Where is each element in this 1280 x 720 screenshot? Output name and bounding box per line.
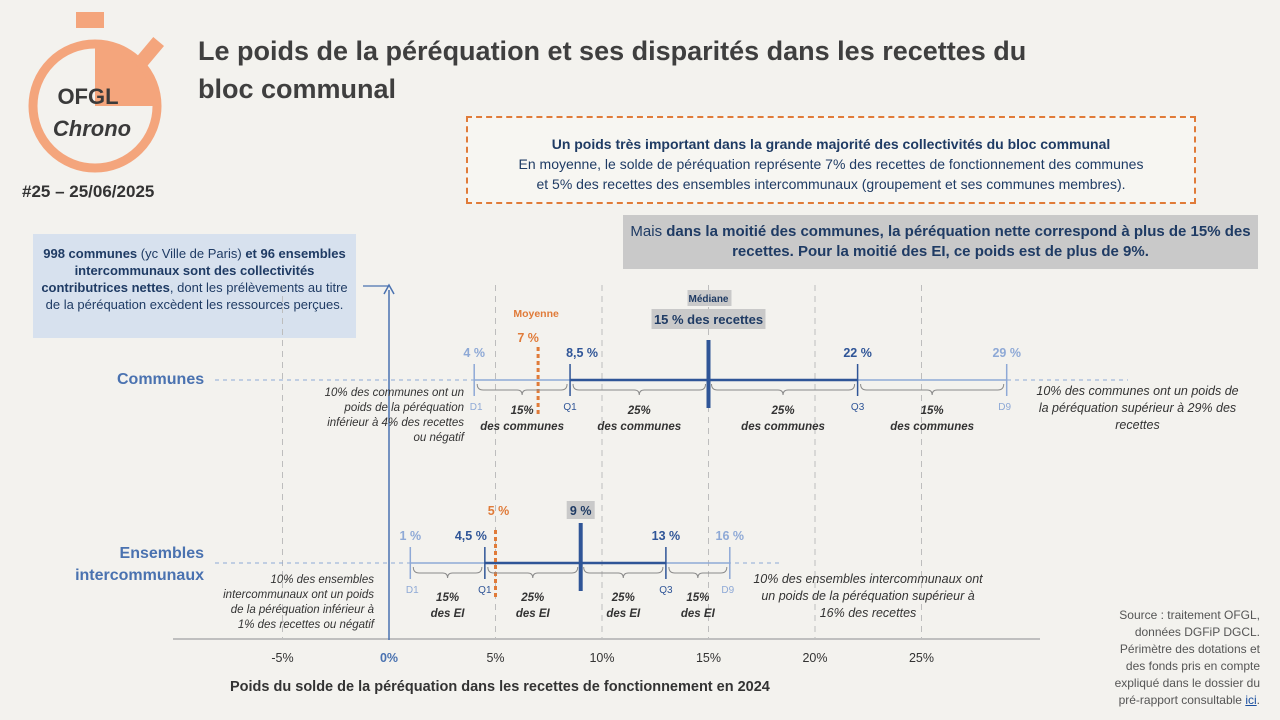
segment-brace: [860, 383, 1005, 396]
segment-label: 15%: [511, 405, 534, 417]
callout-top-line1: En moyenne, le solde de péréquation repr…: [518, 156, 1144, 172]
q3-value-label: 13 %: [652, 529, 681, 543]
median-value-text: 15 % des recettes: [654, 312, 763, 327]
d1-value-label: 1 %: [400, 529, 422, 543]
x-tick-label: 10%: [589, 651, 614, 665]
source-link[interactable]: ici: [1245, 693, 1257, 707]
mean-value-label: 7 %: [517, 331, 539, 345]
note-right-ei: 10% des ensembles intercommunaux ont un …: [753, 572, 983, 620]
source-text: Source : traitement OFGL, données DGFiP …: [1114, 608, 1260, 707]
segment-label: des communes: [480, 421, 564, 433]
mean-value-label: 5 %: [488, 504, 510, 518]
callout-grey-p1: Mais: [630, 223, 667, 240]
quantile-tag: Q1: [563, 402, 577, 413]
quantile-tag: Q3: [851, 402, 865, 413]
segment-brace: [412, 566, 483, 579]
quantile-tag: D9: [998, 402, 1011, 413]
segment-label: 25%: [627, 405, 651, 417]
segment-label: 25%: [520, 592, 544, 604]
x-tick-label: -5%: [271, 651, 293, 665]
callout-blue-b1: 998 communes: [43, 246, 138, 261]
segment-label: des EI: [606, 608, 641, 620]
median-legend-bg: [687, 290, 732, 306]
source-end: .: [1256, 693, 1260, 707]
segment-label: 15%: [686, 592, 709, 604]
segment-brace: [668, 566, 728, 579]
callout-top-heading: Un poids très important dans la grande m…: [551, 136, 1111, 152]
segment-label: des EI: [681, 608, 716, 620]
stopwatch-crown: [76, 12, 104, 28]
row-label-communes: Communes: [117, 371, 205, 388]
callout-top: Un poids très important dans la grande m…: [466, 116, 1196, 204]
note-right-communes: 10% des communes ont un poids de la péré…: [1036, 384, 1239, 432]
logo-line1: OFGL: [57, 84, 118, 109]
callout-blue-t1: (yc Ville de Paris): [137, 246, 246, 261]
segment-label: des EI: [431, 608, 466, 620]
x-tick-label: 0%: [380, 651, 398, 665]
row-label-ei: Ensembles intercommunaux: [75, 545, 204, 584]
d9-value-label: 16 %: [716, 529, 745, 543]
segment-brace: [476, 383, 568, 396]
callout-blue-t2: , dont les prélèvements au titre de la p…: [45, 280, 348, 312]
callout-grey-p2: dans la moitié des communes, la péréquat…: [666, 223, 1251, 260]
segment-label: des communes: [741, 421, 825, 433]
segment-label: 25%: [611, 592, 635, 604]
mean-legend: Moyenne: [513, 308, 559, 320]
quantile-tag: D1: [470, 402, 483, 413]
q1-value-label: 8,5 %: [566, 346, 598, 360]
callout-blue-b2: et 96 ensembles intercommunaux sont des …: [41, 246, 346, 295]
median-value-bg: [651, 309, 766, 329]
stopwatch-ring: [28, 39, 162, 173]
x-axis-title: Poids du solde de la péréquation dans le…: [230, 679, 770, 695]
note-left-ei: 10% des ensembles intercommunaux ont un …: [223, 574, 374, 631]
segment-brace: [487, 566, 579, 579]
segment-brace: [583, 566, 664, 579]
callout-grey: Mais dans la moitié des communes, la pér…: [623, 215, 1258, 269]
issue-number: #25 – 25/06/2025: [22, 182, 155, 201]
x-tick-label: 25%: [909, 651, 934, 665]
page-title: Le poids de la péréquation et ses dispar…: [198, 36, 1027, 104]
segment-label: des communes: [890, 421, 974, 433]
segment-label: des EI: [516, 608, 551, 620]
callout-blue: 998 communes (yc Ville de Paris) et 96 e…: [33, 234, 356, 338]
stopwatch-sector: [95, 48, 153, 106]
segment-brace: [572, 383, 706, 396]
d9-value-label: 29 %: [992, 346, 1021, 360]
logo-line2: Chrono: [53, 116, 131, 141]
quantile-tag: Q1: [478, 585, 492, 596]
quantile-tag: Q3: [659, 585, 673, 596]
median-label-bg: [566, 501, 595, 519]
x-tick-label: 5%: [486, 651, 504, 665]
d1-value-label: 4 %: [463, 346, 485, 360]
source-note: Source : traitement OFGL, données DGFiP …: [1112, 607, 1260, 709]
q3-value-label: 22 %: [843, 346, 872, 360]
quantile-tag: D9: [721, 585, 734, 596]
median-legend: Médiane: [688, 294, 728, 305]
segment-label: 25%: [771, 405, 795, 417]
median-value-label: 9 %: [570, 504, 592, 518]
zero-arrow-icon: [383, 283, 395, 295]
quantile-tag: D1: [406, 585, 419, 596]
ofgl-chrono-logo: OFGL Chrono: [28, 12, 165, 173]
segment-label: 15%: [921, 405, 944, 417]
q1-value-label: 4,5 %: [455, 529, 487, 543]
callout-top-line2: et 5% des recettes des ensembles interco…: [536, 176, 1126, 192]
segment-brace: [711, 383, 856, 396]
x-tick-label: 15%: [696, 651, 721, 665]
segment-label: 15%: [436, 592, 459, 604]
note-left-communes: 10% des communes ont un poids de la péré…: [324, 387, 464, 444]
x-tick-label: 20%: [802, 651, 827, 665]
segment-label: des communes: [597, 421, 681, 433]
